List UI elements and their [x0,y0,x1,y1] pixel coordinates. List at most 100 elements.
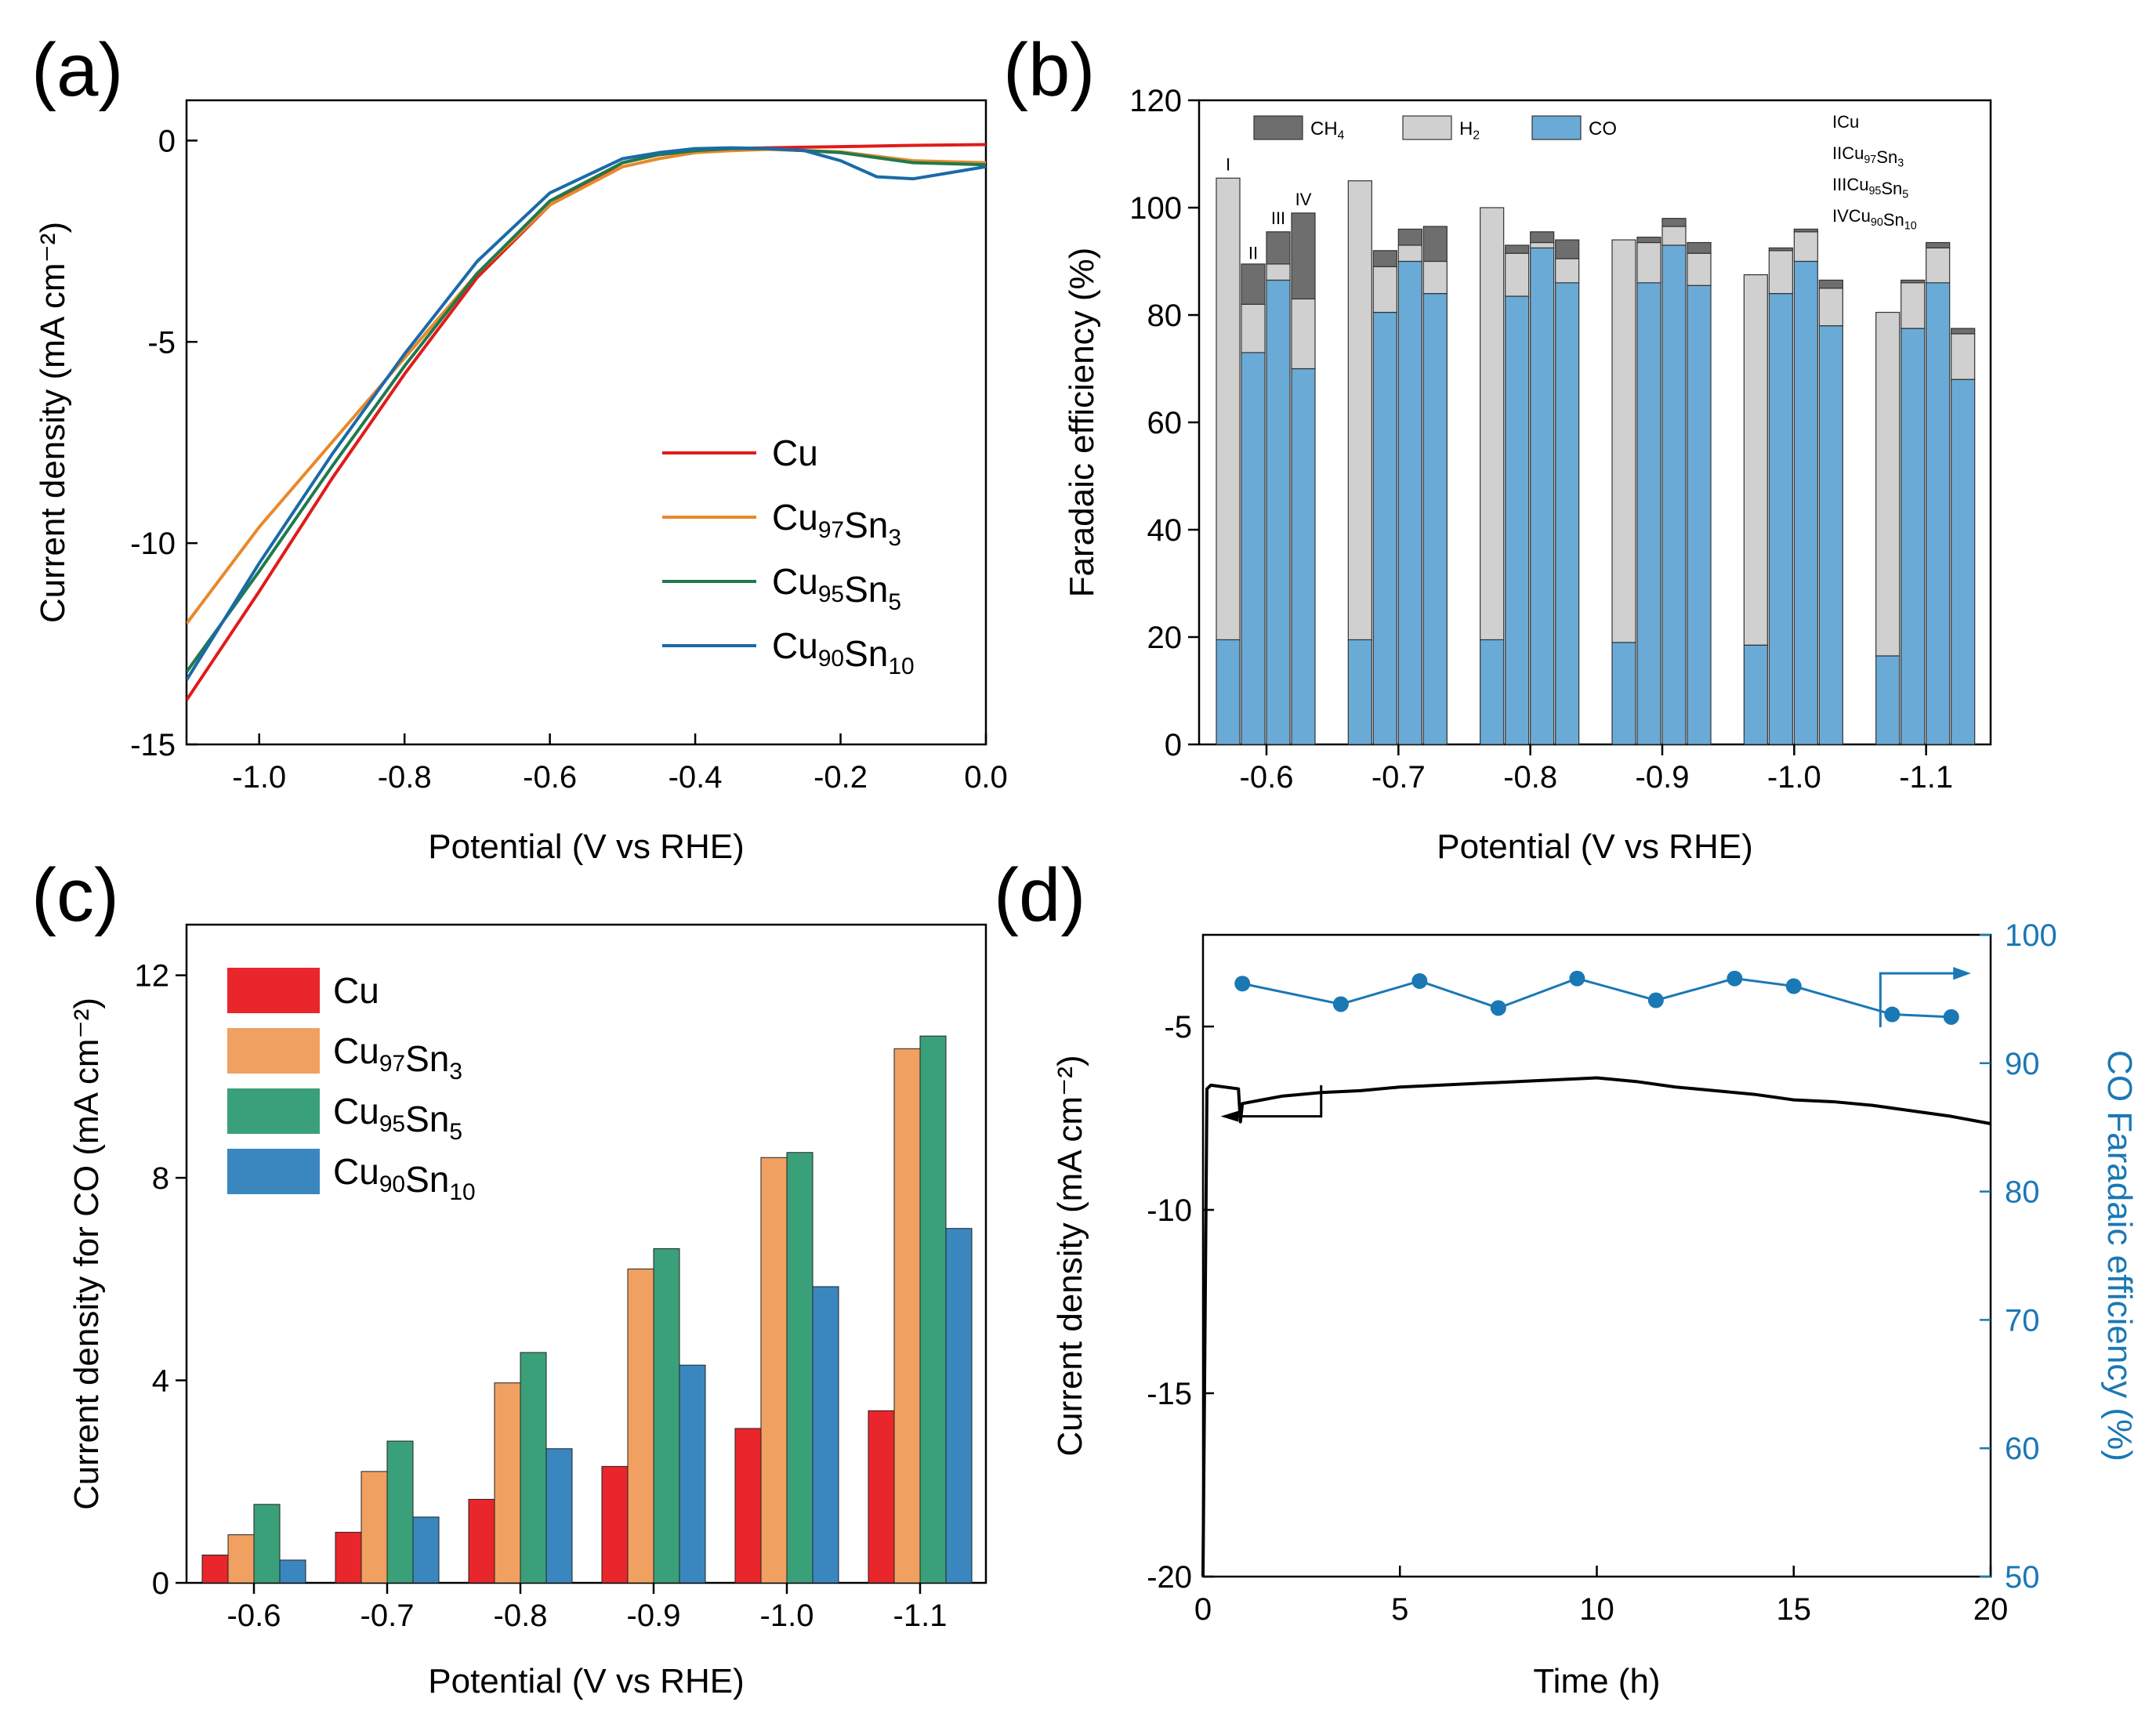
bar-cu95sn5 [520,1352,547,1584]
x-axis-title: Time (h) [1533,1662,1660,1700]
bar-h2 [1926,247,1951,284]
bar-cu97sn3 [893,1048,921,1584]
bar-h2 [1347,180,1372,641]
x-tick-label: 0.0 [964,760,1008,795]
bar-cu97sn3 [227,1534,255,1584]
y2-tick-label: 90 [2005,1047,2040,1081]
bar-co [1505,295,1530,745]
bar-h2 [1793,231,1818,263]
bar-ch4 [1951,328,1976,335]
y-tick-label: -10 [1147,1193,1192,1228]
sample-key-entry: ICu [1832,112,1859,132]
panel-d-dual-axis-chart: (d) 0 5 10 15 20 -5 -10 -15 -20 50 60 70 80 90 100 Time … [994,853,2139,1700]
bar-co [1768,293,1793,745]
bar-cu90sn10 [812,1286,839,1584]
panel-c-plot-frame [185,923,987,1584]
right-axis-arrowhead [1953,966,1971,980]
bar-ch4 [1266,231,1291,265]
bar-h2 [1818,288,1843,327]
panel-a-line-chart: (a) -1.0 -0.8 -0.6 -0.4 -0.2 0.0 0 -5 -10 -15 Poten… [31,28,1008,866]
x-tick-label: -0.8 [378,760,432,795]
legend-swatch [1402,115,1452,140]
bar-cu95sn5 [653,1248,680,1584]
legend-label: CO [1589,118,1617,139]
y-tick-label: 20 [1147,621,1183,655]
bar-co [1372,311,1397,745]
bar-ch4 [1926,241,1951,248]
bar-h2 [1768,250,1793,295]
x-tick-label: -0.9 [627,1599,681,1633]
left-axis-arrowhead [1220,1110,1239,1122]
bar-co [1422,293,1448,745]
bar-ch4 [1372,250,1397,267]
bar-cu95sn5 [919,1035,947,1584]
bar-cu90sn10 [412,1516,440,1584]
x-tick-label: -0.6 [227,1599,281,1633]
fe-data-point [1569,970,1585,987]
bar-h2 [1505,252,1530,297]
legend-label: CH4 [1310,118,1345,142]
y-tick-label: -15 [130,728,176,762]
y-tick-label: 40 [1147,513,1183,548]
x-tick-label: 5 [1391,1592,1408,1627]
sample-key-entry: IIICu95Sn5 [1832,175,1908,201]
bar-ch4 [1555,239,1580,259]
x-tick-label: -1.0 [232,760,286,795]
legend-swatch [227,1149,320,1194]
right-axis-arrow [1879,972,1963,1027]
bar-cu97sn3 [760,1157,788,1584]
fe-data-point [1411,972,1428,989]
bar-ch4 [1818,279,1843,289]
panel-c-label: (c) [31,853,119,937]
bar-co [1480,639,1505,745]
bar-cu97sn3 [361,1471,388,1584]
y-axis-title: Current density (mA cm⁻²) [34,222,72,623]
bar-co [1241,352,1266,745]
y-tick-label: 80 [1147,299,1183,333]
x-tick-label: -1.1 [893,1599,948,1633]
series-line-cu [187,143,986,701]
bar-co [1530,247,1555,745]
bar-h2 [1241,303,1266,353]
y-tick-label: -5 [1164,1010,1192,1045]
sample-key-entry: IICu97Sn3 [1832,143,1904,170]
panel-a-label: (a) [31,28,123,112]
x-tick-label: 20 [1973,1592,2009,1627]
legend-swatch [1531,115,1582,140]
fe-data-point [1943,1008,1959,1025]
panel-d-label: (d) [994,853,1085,937]
bar-co [1266,279,1291,745]
fe-data-point [1727,970,1743,987]
bar-cu [201,1554,229,1584]
bar-cu90sn10 [945,1228,973,1584]
y-tick-label: 12 [135,959,170,994]
bar-h2 [1266,263,1291,281]
current-density-trace [1201,1076,1991,1577]
x-tick-label: -0.6 [523,760,577,795]
bar-cu [734,1428,762,1584]
x-axis-title: Potential (V vs RHE) [428,1662,744,1700]
y-tick-label: 100 [1129,191,1182,226]
bar-co [1818,325,1843,745]
fe-data-point [1647,992,1664,1008]
series-line-cu97sn3 [187,147,986,625]
bar-ch4 [1422,226,1448,263]
bar-co [1875,655,1901,745]
bar-cu95sn5 [253,1504,281,1584]
bar-h2 [1636,241,1661,284]
legend-swatch [1253,115,1303,140]
bar-h2 [1661,226,1687,246]
x-tick-label: -0.7 [361,1599,415,1633]
bar-co [1611,642,1636,745]
fe-data-point [1332,996,1349,1012]
bar-ch4 [1687,241,1712,254]
bar-cu [335,1531,362,1584]
bar-h2 [1743,274,1768,646]
legend-label: H2 [1459,118,1480,142]
y-tick-label: -15 [1147,1377,1192,1411]
bar-ch4 [1291,212,1316,300]
series-line-cu90sn10 [187,146,986,681]
legend-label: Cu90Sn10 [772,625,915,679]
legend-label: Cu [772,433,818,473]
bar-co [1397,260,1422,745]
